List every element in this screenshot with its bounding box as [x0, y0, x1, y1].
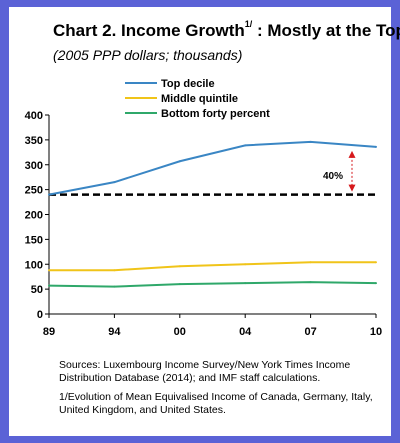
series-lines — [48, 140, 377, 288]
series-point-0-5 — [375, 145, 377, 148]
series-point-2-4 — [309, 281, 312, 284]
x-tick-label: 04 — [239, 326, 252, 338]
series-point-0-2 — [178, 160, 181, 163]
x-tick-label: 10 — [370, 326, 382, 338]
series-point-2-1 — [113, 285, 116, 288]
line-chart: Top decile Middle quintile Bottom forty pe… — [25, 78, 382, 338]
chart-panel: Chart 2. Income Growth1/ : Mostly at the… — [9, 7, 400, 436]
series-point-0-3 — [244, 144, 247, 147]
y-tick-label: 100 — [25, 259, 43, 271]
annotation-arrowhead-up — [348, 150, 356, 158]
y-tick-label: 250 — [25, 185, 43, 197]
footnote: 1/Evolution of Mean Equivalised Income o… — [59, 391, 373, 416]
series-point-1-5 — [375, 261, 377, 264]
title-footnote-marker: 1/ — [244, 19, 253, 30]
annotation-group: 40% — [323, 150, 356, 192]
legend-label-2: Bottom forty percent — [161, 108, 270, 120]
series-line-2 — [48, 281, 377, 288]
annotation-arrowhead-down — [348, 184, 356, 192]
y-tick-label: 350 — [25, 135, 43, 147]
chart-legend: Top decile Middle quintile Bottom forty pe… — [125, 78, 270, 120]
y-tick-label: 0 — [37, 309, 43, 321]
y-tick-label: 50 — [31, 284, 43, 296]
y-tick-label: 400 — [25, 110, 43, 122]
series-point-2-0 — [48, 284, 50, 287]
series-point-1-1 — [113, 269, 116, 272]
x-tick-label: 89 — [43, 326, 55, 338]
x-tick-label: 94 — [108, 326, 121, 338]
chart-axes: 0 50 100 150 200 250 300 350 400 89 94 00 04 07 10 — [25, 110, 382, 338]
series-point-0-1 — [113, 181, 116, 184]
series-point-2-2 — [178, 283, 181, 286]
x-tick-label: 07 — [304, 326, 316, 338]
sources-note: Sources: Luxembourg Income Survey/New Yo… — [59, 359, 351, 384]
series-point-2-5 — [375, 282, 377, 285]
series-point-2-3 — [244, 282, 247, 285]
y-tick-label: 150 — [25, 234, 43, 246]
series-point-1-0 — [48, 269, 50, 272]
annotation-label: 40% — [323, 171, 343, 182]
series-point-1-2 — [178, 265, 181, 268]
legend-label-0: Top decile — [161, 78, 215, 90]
series-line-1 — [49, 261, 376, 272]
series-point-1-3 — [244, 263, 247, 266]
chart-notes: Sources: Luxembourg Income Survey/New Yo… — [59, 359, 389, 423]
y-tick-label: 200 — [25, 210, 43, 222]
series-line-0 — [48, 140, 377, 196]
series-point-0-0 — [48, 193, 50, 196]
legend-label-1: Middle quintile — [161, 93, 238, 105]
x-tick-label: 00 — [174, 326, 186, 338]
y-tick-label: 300 — [25, 160, 43, 172]
series-point-1-4 — [309, 261, 312, 264]
chart-subtitle: (2005 PPP dollars; thousands) — [53, 47, 243, 63]
chart-title: Chart 2. Income Growth1/ : Mostly at the… — [53, 19, 400, 40]
series-point-0-4 — [309, 140, 312, 143]
